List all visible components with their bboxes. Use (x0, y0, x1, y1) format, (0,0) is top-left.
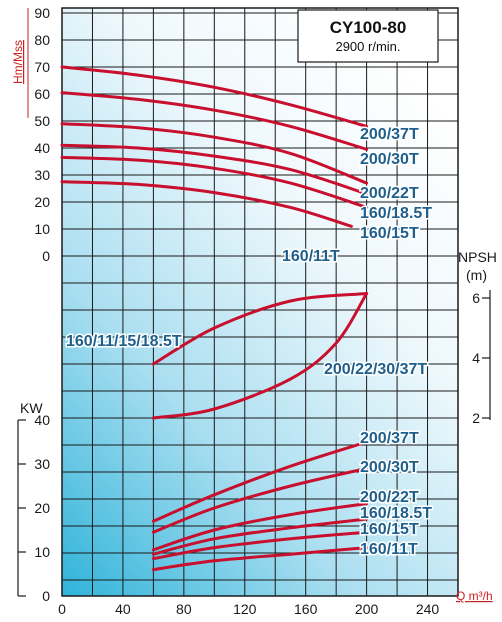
x-tick-label: 200 (355, 601, 379, 617)
npsh-tick-label: 4 (472, 350, 480, 366)
head-label-160/11T: 160/11T (282, 248, 340, 265)
power-tick-label: 20 (34, 500, 50, 516)
x-tick-label: 80 (176, 601, 192, 617)
power-label-200/37T: 200/37T (360, 430, 419, 447)
power-curve-200/37T (151, 440, 369, 523)
power-label-200/22T: 200/22T (360, 489, 419, 506)
curves (60, 65, 369, 572)
head-curve-200/37T (60, 65, 369, 128)
npsh-tick-label: 6 (472, 290, 480, 306)
x-tick-label: 40 (115, 601, 131, 617)
npsh-axis-unit-sub: (m) (466, 267, 487, 283)
head-tick-label: 70 (34, 59, 50, 75)
curve-labels: 200/37T200/30T200/22T160/18.5T160/15T160… (65, 125, 434, 560)
head-tick-label: 0 (42, 248, 50, 264)
npsh-curve-200/22/30/37T (151, 292, 369, 420)
head-curve-160/18.5T (60, 143, 369, 196)
power-axis-unit: KW (20, 400, 43, 416)
head-curve-200/22T (60, 122, 369, 185)
head-curve-160/11T (60, 180, 353, 228)
npsh-label-200/22/30/37T: 200/22/30/37T (324, 361, 427, 378)
power-curve-160/15T (151, 530, 369, 561)
plot-background (62, 8, 458, 596)
plot-frame (61, 7, 459, 597)
axes: 0102030405060708090Hm/Mss010203040KWNPSH… (11, 5, 497, 617)
head-tick-label: 80 (34, 32, 50, 48)
power-label-160/15T: 160/15T (360, 521, 419, 538)
x-tick-label: 160 (294, 601, 318, 617)
power-curve-160/18.5T (151, 517, 369, 556)
power-label-160/18.5T: 160/18.5T (360, 505, 432, 522)
npsh-axis-unit: NPSH (458, 249, 497, 265)
power-label-200/30T: 200/30T (360, 459, 419, 476)
power-curve-200/30T (151, 466, 369, 534)
head-tick-label: 10 (34, 221, 50, 237)
head-curve-200/30T (60, 91, 369, 151)
x-tick-label: 0 (58, 601, 66, 617)
power-label-160/11T: 160/11T (360, 541, 418, 558)
head-curve-160/15T (60, 155, 369, 209)
head-tick-label: 20 (34, 194, 50, 210)
title-box-frame (297, 9, 439, 63)
speed-subtitle: 2900 r/min. (335, 39, 400, 54)
x-tick-label: 120 (233, 601, 257, 617)
head-tick-label: 50 (34, 113, 50, 129)
power-tick-label: 40 (34, 412, 50, 428)
head-label-200/37T: 200/37T (360, 126, 419, 143)
head-label-160/15T: 160/15T (360, 225, 419, 242)
power-tick-label: 0 (42, 588, 50, 604)
head-tick-label: 90 (34, 5, 50, 21)
power-tick-label: 30 (34, 456, 50, 472)
head-label-200/30T: 200/30T (360, 151, 419, 168)
power-curve-160/11T (151, 546, 369, 572)
npsh-curve-160/11/15/18.5T (151, 292, 369, 366)
power-curve-200/22T (151, 502, 369, 552)
npsh-label-160/11/15/18.5T: 160/11/15/18.5T (66, 333, 182, 350)
x-axis-unit: Q m³/h (456, 589, 493, 603)
title-box: CY100-80 2900 r/min. (297, 9, 439, 63)
model-title: CY100-80 (330, 18, 407, 37)
head-axis-unit: Hm/Mss (11, 40, 25, 84)
power-tick-label: 10 (34, 544, 50, 560)
head-label-200/22T: 200/22T (360, 185, 419, 202)
grid (61, 7, 459, 597)
head-tick-label: 40 (34, 140, 50, 156)
x-tick-label: 240 (416, 601, 440, 617)
head-tick-label: 60 (34, 86, 50, 102)
npsh-tick-label: 2 (472, 410, 480, 426)
head-label-160/18.5T: 160/18.5T (360, 205, 432, 222)
head-tick-label: 30 (34, 167, 50, 183)
